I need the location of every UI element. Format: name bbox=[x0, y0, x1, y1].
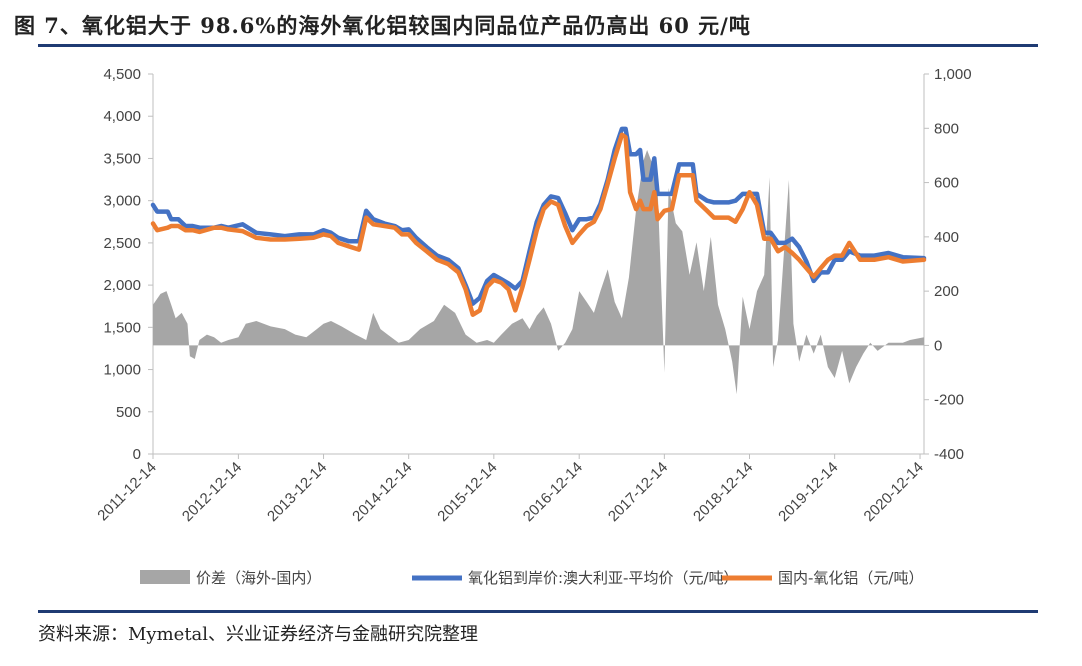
source-divider bbox=[38, 610, 1038, 613]
y-right-tick-label: -200 bbox=[934, 392, 964, 409]
x-tick-label: 2017-12-14 bbox=[605, 459, 671, 525]
y-left-tick-label: 2,500 bbox=[103, 235, 141, 252]
y-right-tick-label: 1,000 bbox=[934, 66, 972, 83]
x-tick-label: 2019-12-14 bbox=[775, 459, 841, 525]
series-spread-area bbox=[153, 150, 924, 395]
line-series bbox=[150, 126, 927, 317]
area-series bbox=[153, 150, 924, 395]
legend-label: 氧化铝到岸价:澳大利亚-平均价（元/吨） bbox=[468, 569, 739, 587]
series-domestic-line bbox=[150, 132, 927, 317]
y-right-tick-label: -400 bbox=[934, 446, 964, 463]
y-right-tick-label: 800 bbox=[934, 120, 959, 137]
legend-swatch bbox=[140, 570, 190, 584]
chart-axes bbox=[152, 74, 925, 455]
y-left-tick-label: 4,000 bbox=[103, 108, 141, 125]
legend: 价差（海外-国内） 氧化铝到岸价:澳大利亚-平均价（元/吨） 国内-氧化铝（元/吨） bbox=[140, 569, 923, 587]
series-australia-line bbox=[150, 126, 927, 306]
x-tick-labels: 2011-12-14 2012-12-14 2013-12-14 2014-12-14… bbox=[94, 454, 927, 525]
y-left-tick-label: 3,000 bbox=[103, 193, 141, 210]
legend-item-spread: 价差（海外-国内） bbox=[140, 569, 321, 587]
x-tick-label: 2013-12-14 bbox=[264, 459, 330, 525]
y-left-tick-labels: 0 500 1,000 1,500 2,000 2,500 3,000 3,500 4,000 4… bbox=[103, 66, 153, 463]
page-title: 图 7、氧化铝大于 98.6%的海外氧化铝较国内同品位产品仍高出 60 元/吨 bbox=[14, 13, 751, 38]
x-tick-label: 2014-12-14 bbox=[349, 459, 415, 525]
y-left-tick-label: 1,000 bbox=[103, 362, 141, 379]
y-left-tick-label: 4,500 bbox=[103, 66, 141, 83]
y-left-tick-label: 2,000 bbox=[103, 277, 141, 294]
legend-label: 价差（海外-国内） bbox=[196, 569, 321, 587]
legend-label: 国内-氧化铝（元/吨） bbox=[778, 569, 923, 587]
y-right-tick-label: 600 bbox=[934, 175, 959, 192]
title-divider bbox=[38, 44, 1038, 47]
source-note: 资料来源：Mymetal、兴业证券经济与金融研究院整理 bbox=[38, 624, 479, 645]
chart: 0 500 1,000 1,500 2,000 2,500 3,000 3,500 4,000 4… bbox=[94, 66, 972, 587]
y-left-tick-label: 0 bbox=[133, 446, 141, 463]
x-tick-label: 2011-12-14 bbox=[94, 459, 159, 524]
x-tick-label: 2018-12-14 bbox=[690, 459, 756, 525]
y-left-tick-label: 500 bbox=[116, 404, 141, 421]
legend-item-australia: 氧化铝到岸价:澳大利亚-平均价（元/吨） bbox=[412, 569, 739, 587]
y-right-tick-labels: -400 -200 0 200 400 600 800 1,000 bbox=[924, 66, 972, 463]
y-right-tick-label: 200 bbox=[934, 283, 959, 300]
x-tick-label: 2012-12-14 bbox=[179, 459, 245, 525]
y-right-tick-label: 0 bbox=[934, 337, 942, 354]
y-right-tick-label: 400 bbox=[934, 229, 959, 246]
y-left-tick-label: 3,500 bbox=[103, 150, 141, 167]
legend-item-domestic: 国内-氧化铝（元/吨） bbox=[722, 569, 923, 587]
x-tick-label: 2020-12-14 bbox=[861, 459, 927, 525]
x-tick-label: 2016-12-14 bbox=[520, 459, 586, 525]
y-left-tick-label: 1,500 bbox=[103, 319, 141, 336]
x-tick-label: 2015-12-14 bbox=[434, 459, 500, 525]
